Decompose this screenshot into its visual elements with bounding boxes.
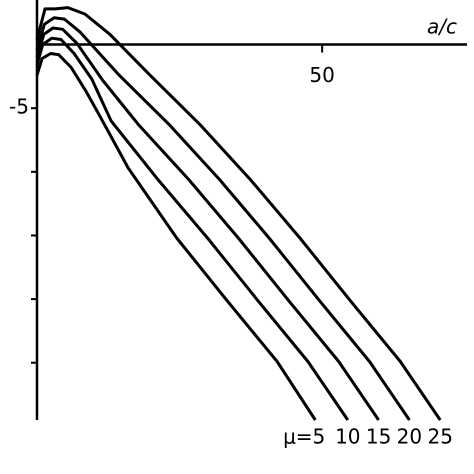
- curve: [35, 6, 442, 421]
- series-label: 25: [427, 425, 452, 449]
- x-axis-label: a/c: [427, 15, 457, 39]
- curve: [35, 52, 317, 421]
- curve: [35, 36, 350, 421]
- series-label: 15: [366, 425, 391, 449]
- series-label: μ=5: [283, 425, 325, 449]
- series-label: 20: [397, 425, 422, 449]
- curve: [35, 26, 380, 421]
- y-tick-label: -5: [9, 95, 29, 119]
- x-tick-label: 50: [309, 63, 334, 87]
- series-label: 10: [335, 425, 360, 449]
- curve: [35, 16, 411, 421]
